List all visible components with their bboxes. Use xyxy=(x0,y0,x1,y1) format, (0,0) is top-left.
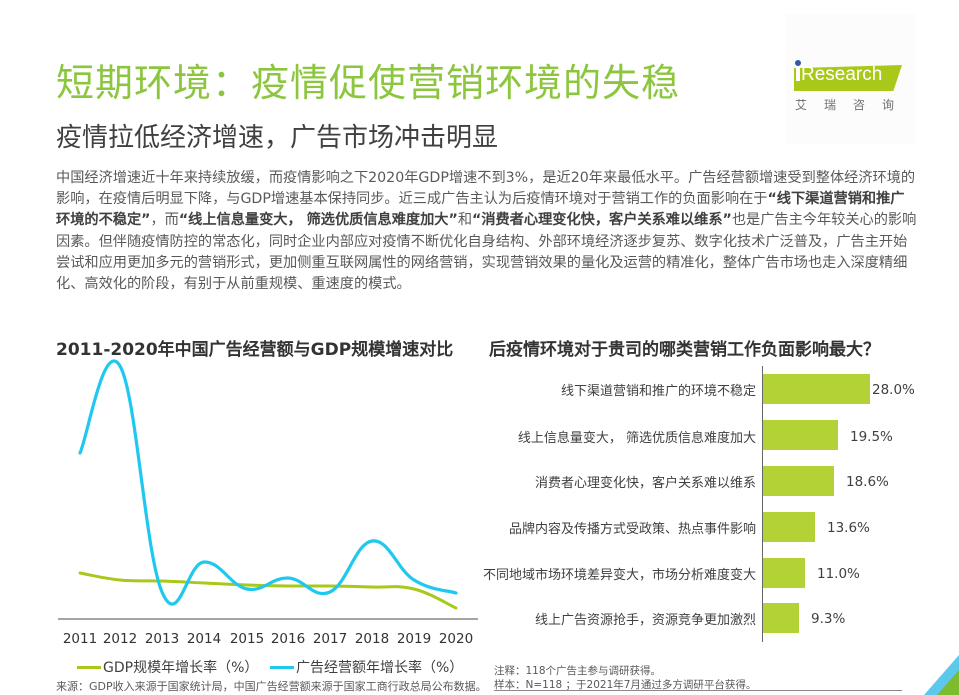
line-chart-title: 2011-2020年中国广告经营额与GDP规模增速对比 xyxy=(56,340,454,360)
legend-ad: 广告经营额年增长率（%） xyxy=(270,657,463,677)
year-label: 2016 xyxy=(270,631,306,647)
bar xyxy=(763,420,838,450)
quote-consumer: “消费者心理变化快，客户关系难以维系” xyxy=(472,212,732,229)
logo-chinese: 艾瑞咨询 xyxy=(795,98,912,112)
page-subtitle: 疫情拉低经济增速，广告市场冲击明显 xyxy=(56,123,499,153)
legend-ad-swatch xyxy=(270,665,294,669)
bar-category-label: 线上信息量变大， 筛选优质信息难度加大 xyxy=(517,431,756,446)
bar-value-label: 13.6% xyxy=(827,520,870,536)
bar-value-label: 11.0% xyxy=(817,566,860,582)
corner-decoration xyxy=(924,655,959,695)
year-label: 2014 xyxy=(186,631,222,647)
year-label: 2012 xyxy=(102,631,138,647)
bar xyxy=(763,374,870,404)
bar-category-label: 不同地域市场环境差异变大，市场分析难度变大 xyxy=(482,568,756,583)
bar-category-label: 品牌内容及传播方式受政策、热点事件影响 xyxy=(508,522,756,537)
year-label: 2017 xyxy=(312,631,348,647)
year-label: 2018 xyxy=(354,631,390,647)
source-note: 来源：GDP收入来源于国家统计局，中国广告经营额来源于国家工商行政总局公布数据。 xyxy=(56,678,487,695)
bar-category-label: 消费者心理变化快，客户关系难以维系 xyxy=(534,476,756,491)
legend-gdp: GDP规模年增长率（%） xyxy=(77,657,258,677)
survey-sample: 样本：N=118 ；于2021年7月通过多方调研平台获得。 xyxy=(494,679,757,691)
bar-chart-axis xyxy=(762,366,763,642)
legend-ad-label: 广告经营额年增长率（%） xyxy=(296,660,464,676)
bar-value-label: 28.0% xyxy=(872,382,915,398)
year-label: 2015 xyxy=(229,631,265,647)
bar-category-label: 线下渠道营销和推广的环境不稳定 xyxy=(560,384,756,399)
bar-value-label: 19.5% xyxy=(850,429,893,445)
bar-value-label: 18.6% xyxy=(846,474,889,490)
logo-wordmark-text: Research xyxy=(801,64,883,85)
body-text-1: 中国经济增速近十年来持续放缓，而疫情影响之下2020年GDP增速不到3%，是近2… xyxy=(56,170,916,208)
bar xyxy=(763,603,799,633)
bar-category-label: 线上广告资源抢手，资源竞争更加激烈 xyxy=(534,613,756,628)
body-text-2: ，而 xyxy=(150,212,179,229)
legend-gdp-label: GDP规模年增长率（%） xyxy=(103,660,259,676)
body-text-3: 和 xyxy=(457,212,473,229)
legend-gdp-swatch xyxy=(77,665,101,669)
logo-wordmark: ​Research xyxy=(796,64,882,86)
bar xyxy=(763,558,805,588)
year-label: 2020 xyxy=(438,631,474,647)
year-label: 2019 xyxy=(396,631,432,647)
year-label: 2013 xyxy=(144,631,180,647)
body-paragraph: 中国经济增速近十年来持续放缓，而疫情影响之下2020年GDP增速不到3%，是近2… xyxy=(56,168,918,295)
note-divider xyxy=(494,690,902,691)
gdp-growth-line xyxy=(78,571,458,610)
logo-band xyxy=(794,65,902,91)
bar xyxy=(763,466,834,496)
bar xyxy=(763,512,815,542)
survey-note: 注释：118个广告主参与调研获得。 xyxy=(494,665,662,677)
bar-value-label: 9.3% xyxy=(811,611,846,627)
quote-offline: “线下渠道营销和推广环境的不稳定” xyxy=(56,191,905,229)
logo-dot-icon xyxy=(795,60,801,66)
page-title: 短期环境：疫情促使营销环境的失稳 xyxy=(56,61,681,105)
year-label: 2011 xyxy=(62,631,98,647)
body-text-4: 也是广告主今年较关心的影响因素。但伴随疫情防控的常态化，同时企业内部应对疫情不断… xyxy=(56,212,917,293)
iresearch-logo: ​Research 艾瑞咨询 xyxy=(786,14,916,144)
line-chart xyxy=(58,359,478,620)
bar-chart-title: 后疫情环境对于贵司的哪类营销工作负面影响最大？ xyxy=(489,340,880,360)
ad-growth-line xyxy=(78,359,458,606)
quote-online: “线上信息量变大， 筛选优质信息难度加大” xyxy=(178,212,458,229)
